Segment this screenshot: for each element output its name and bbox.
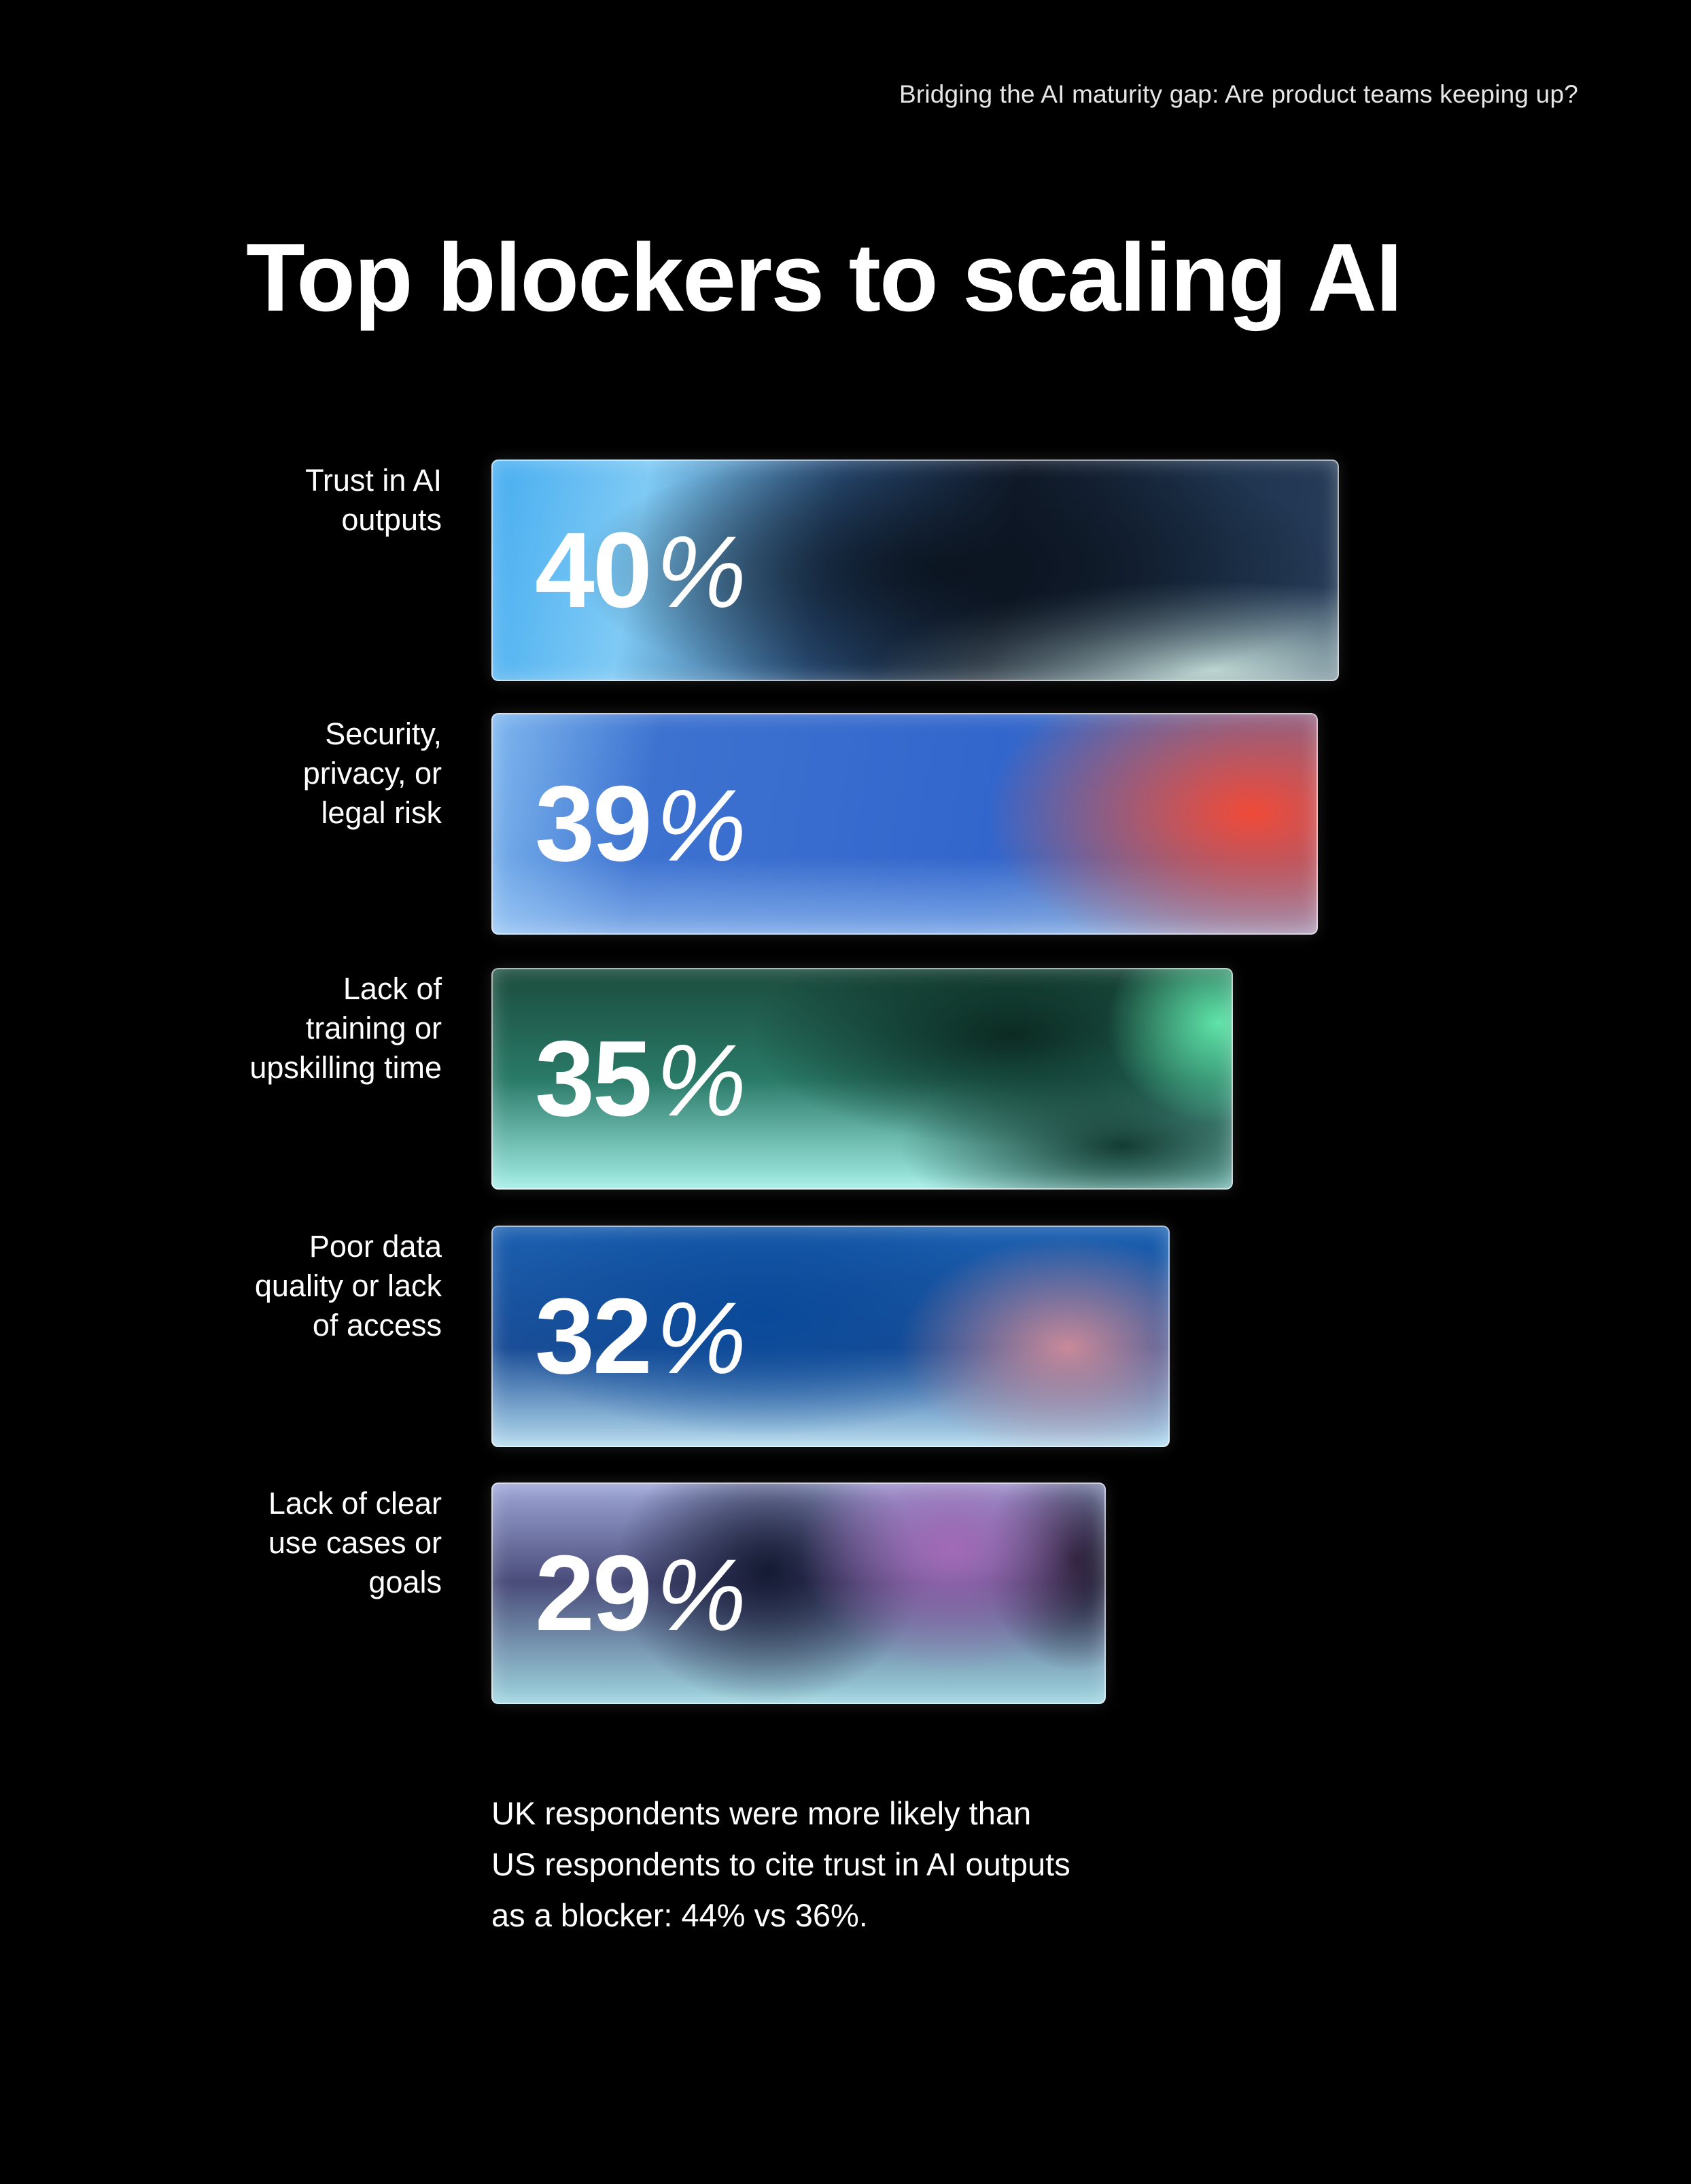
footnote-line-2: US respondents to cite trust in AI outpu… [491, 1846, 1070, 1882]
data-label: 35% [535, 1025, 746, 1132]
data-label-unit: % [655, 1023, 747, 1137]
data-label-value: 40 [535, 510, 652, 630]
footnote-line-1: UK respondents were more likely than [491, 1795, 1032, 1831]
bar: 39% [491, 713, 1318, 935]
data-label: 39% [535, 770, 746, 878]
data-label: 29% [535, 1540, 746, 1647]
chart-row: Poor data quality or lack of access 32% [0, 1226, 1691, 1447]
bar-chart: Trust in AI outputs 40% Security, privacy,… [0, 460, 1691, 1704]
category-label: Lack of training or upskilling time [249, 971, 442, 1085]
data-label-value: 32 [535, 1277, 652, 1396]
chart-title: Top blockers to scaling AI [246, 224, 1403, 332]
footnote-line-3: as a blocker: 44% vs 36%. [491, 1897, 868, 1933]
data-label-unit: % [655, 515, 747, 629]
data-label-value: 39 [535, 764, 652, 884]
bar: 35% [491, 968, 1233, 1190]
data-label-value: 35 [535, 1019, 652, 1139]
bar: 40% [491, 460, 1339, 681]
data-label-unit: % [655, 768, 747, 882]
category-label: Lack of clear use cases or goals [268, 1486, 442, 1599]
category-label: Security, privacy, or legal risk [302, 716, 442, 830]
footnote: UK respondents were more likely than US … [491, 1788, 1307, 1941]
chart-row: Security, privacy, or legal risk 39% [0, 713, 1691, 935]
bar: 32% [491, 1226, 1170, 1447]
category-label: Trust in AI outputs [305, 463, 442, 537]
data-label: 40% [535, 517, 746, 624]
report-title: Bridging the AI maturity gap: Are produc… [899, 80, 1578, 108]
category-label: Poor data quality or lack of access [254, 1229, 442, 1342]
chart-row: Lack of training or upskilling time 35% [0, 968, 1691, 1190]
chart-row: Lack of clear use cases or goals 29% [0, 1483, 1691, 1704]
data-label-unit: % [655, 1281, 747, 1395]
bar: 29% [491, 1483, 1106, 1704]
data-label-value: 29 [535, 1533, 652, 1653]
data-label: 32% [535, 1283, 746, 1390]
data-label-unit: % [655, 1538, 747, 1652]
chart-row: Trust in AI outputs 40% [0, 460, 1691, 681]
